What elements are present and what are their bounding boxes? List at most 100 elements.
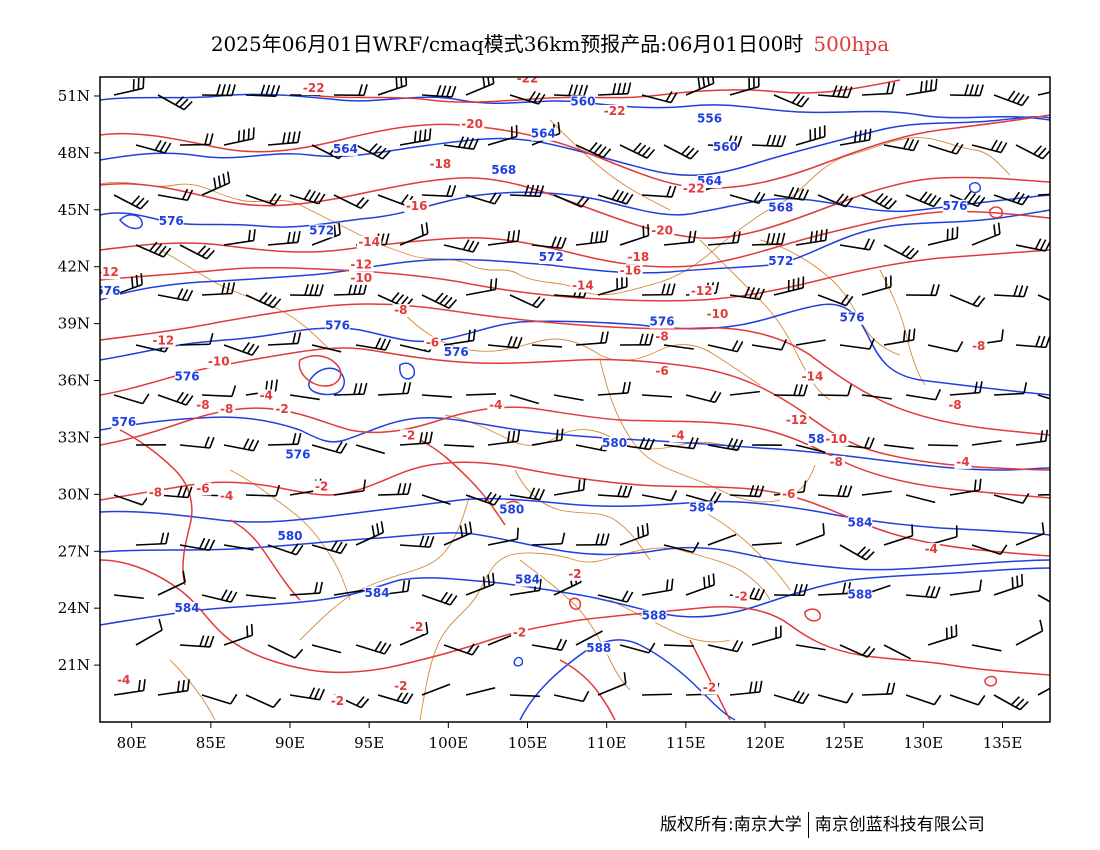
- height-contour-label: 584: [515, 573, 540, 587]
- wind-barb: [333, 84, 368, 97]
- temperature-contour-label-bg: [487, 398, 505, 412]
- temperature-contour-label-bg: [566, 567, 584, 581]
- wind-barb: [223, 341, 260, 356]
- wind-barb: [971, 222, 1001, 246]
- temperature-contour-label: -2: [568, 567, 581, 581]
- wind-barb: [861, 682, 896, 696]
- wind-barb: [905, 694, 942, 706]
- wind-barb: [201, 282, 236, 296]
- wind-barb: [1037, 493, 1050, 496]
- height-contour-label-bg: [515, 573, 540, 587]
- wind-barb: [443, 136, 479, 150]
- temperature-contour-label: -14: [802, 370, 824, 384]
- wind-barb: [333, 382, 368, 396]
- lon-tick-label: 95E: [354, 734, 384, 752]
- temperature-contour-label: -14: [358, 235, 380, 249]
- wind-barb: [707, 340, 744, 353]
- lon-tick-label: 120E: [745, 734, 785, 752]
- temperature-contour-label-bg: [392, 304, 410, 318]
- wind-barb: [795, 339, 826, 346]
- wind-barb: [531, 638, 568, 651]
- height-contour-label: 560: [570, 94, 595, 108]
- wind-barb: [993, 90, 1030, 107]
- temperature-contour-label-bg: [206, 355, 231, 369]
- wind-barb: [267, 332, 302, 346]
- wind-barb: [773, 276, 805, 296]
- wind-barb: [685, 77, 715, 96]
- wind-barb: [333, 589, 364, 596]
- wind-barb: [993, 573, 1024, 596]
- temperature-contour-label-bg: [946, 398, 964, 412]
- wind-barb: [575, 630, 603, 646]
- temperature-contour-label-bg: [257, 389, 275, 403]
- temperature-contour-label: -4: [956, 455, 969, 469]
- wind-barb: [861, 82, 896, 96]
- wind-barb: [751, 339, 788, 351]
- wind-barb: [223, 127, 255, 146]
- wind-barb: [773, 384, 808, 397]
- lon-tick-label: 135E: [983, 734, 1023, 752]
- wind-barb: [773, 186, 810, 201]
- temperature-contour-label: -12: [350, 258, 372, 272]
- height-contour-label-bg: [649, 315, 675, 329]
- wind-barb: [1037, 594, 1050, 603]
- wind-barb: [971, 440, 1002, 446]
- copyright-right: 南京创蓝科技有限公司: [814, 815, 985, 835]
- wind-barb: [421, 683, 451, 696]
- height-contour-label-bg: [847, 516, 873, 530]
- height-contour-label-bg: [641, 609, 667, 623]
- height-contour-label-bg: [491, 163, 516, 177]
- temperature-contour-label: -12: [691, 284, 713, 298]
- temperature-contour-label: -12: [97, 265, 119, 279]
- lon-tick-label: 130E: [904, 734, 944, 752]
- wind-barb: [553, 690, 590, 703]
- pressure-level: 500hpa: [813, 32, 890, 56]
- wind-barb: [729, 286, 765, 301]
- temperature-contour-label: -2: [331, 694, 344, 708]
- height-contour-label-bg: [697, 112, 722, 126]
- wind-barb: [795, 228, 828, 246]
- lon-tick-label: 110E: [587, 734, 627, 752]
- height-contour-label: 584: [175, 601, 200, 615]
- wind-barb: [289, 687, 326, 701]
- wind-barb: [289, 189, 326, 205]
- height-contour-label-bg: [586, 641, 611, 655]
- wind-barb: [839, 128, 872, 146]
- height-contour-label: 580: [499, 502, 524, 516]
- temperature-contour-label: -2: [735, 590, 748, 604]
- wind-barb: [663, 230, 697, 246]
- wind-barb: [333, 194, 370, 210]
- wind-barb: [267, 230, 301, 246]
- height-contour-label-bg: [325, 319, 350, 333]
- wind-barb: [597, 485, 633, 498]
- wind-barb: [905, 191, 942, 208]
- temperature-contour-label-bg: [428, 158, 453, 172]
- wind-barb: [509, 694, 541, 698]
- temperature-contour-label-bg: [151, 334, 176, 348]
- wind-barb: [245, 694, 282, 709]
- wind-barb: [113, 194, 149, 210]
- wind-barb: [421, 184, 457, 198]
- wind-barb: [201, 385, 237, 398]
- wind-barb: [839, 238, 876, 251]
- wind-barb: [751, 542, 782, 546]
- wind-barb: [817, 193, 854, 208]
- temperature-contour-label-bg: [194, 482, 212, 496]
- wind-barb: [619, 642, 656, 654]
- wind-barb: [157, 188, 194, 202]
- wind-barb: [135, 241, 172, 258]
- height-contour-label-bg: [539, 251, 564, 265]
- temperature-contour-label: -8: [830, 455, 843, 469]
- temperature-contour-label-bg: [146, 486, 164, 500]
- lat-tick-label: 39N: [58, 315, 90, 333]
- wind-barb: [707, 231, 741, 246]
- wind-barb: [443, 444, 474, 448]
- lon-tick-label: 85E: [196, 734, 226, 752]
- height-contour-label-bg: [768, 254, 794, 268]
- wind-barb: [663, 541, 700, 554]
- temperature-contour-label: -10: [350, 271, 372, 285]
- wind-barb: [355, 337, 392, 351]
- wind-barb: [993, 694, 1029, 711]
- wind-barb: [1015, 522, 1045, 546]
